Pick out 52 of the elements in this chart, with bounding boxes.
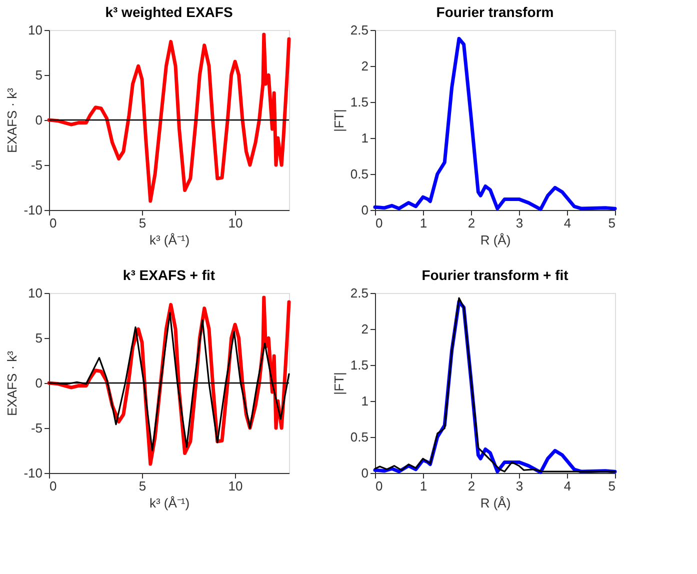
- y-tick-label: 5: [35, 330, 42, 346]
- y-tick-label: 0: [35, 376, 42, 390]
- y-tick-label: 0.5: [350, 166, 368, 182]
- x-tick-label: 5: [138, 478, 146, 494]
- y-tick-label: 2: [361, 322, 368, 336]
- x-tick-label: 1: [420, 216, 428, 230]
- chart-title: k³ EXAFS + fit: [122, 267, 216, 283]
- y-tick-label: -5: [30, 158, 42, 172]
- x-tick-label: 2: [468, 216, 476, 230]
- x-tick-label: 0: [376, 478, 383, 494]
- x-tick-label: 5: [608, 478, 616, 494]
- y-tick-label: 1.5: [350, 358, 368, 372]
- y-axis-title: |FT|: [331, 109, 346, 132]
- x-tick-label: 1: [420, 478, 428, 494]
- chart-title: Fourier transform + fit: [422, 267, 569, 283]
- y-tick-label: 0: [361, 202, 368, 218]
- x-tick-label: 4: [564, 478, 572, 494]
- y-axis-title: |FT|: [331, 372, 346, 395]
- y-tick-label: 1: [361, 130, 368, 146]
- y-tick-label: 0.5: [350, 430, 368, 444]
- y-axis-title: EXAFS · k³: [4, 87, 20, 154]
- y-tick-label: -10: [24, 466, 42, 480]
- y-axis-title: EXAFS · k³: [4, 350, 20, 416]
- x-tick-label: 5: [608, 216, 616, 230]
- x-tick-label: 2: [468, 478, 476, 494]
- y-tick-label: 0: [35, 112, 42, 128]
- x-tick-label: 0: [50, 216, 57, 230]
- x-axis-title: k³ (Å⁻¹): [149, 232, 190, 248]
- y-tick-label: -10: [24, 202, 42, 218]
- x-tick-label: 3: [516, 216, 524, 230]
- y-tick-label: 10: [28, 22, 42, 38]
- y-tick-label: 0: [361, 466, 368, 480]
- x-tick-label: 0: [50, 478, 57, 494]
- x-axis-title: R (Å): [480, 232, 511, 248]
- x-axis-title: k³ (Å⁻¹): [149, 496, 190, 510]
- chart-title: k³ weighted EXAFS: [105, 4, 233, 20]
- x-tick-label: 0: [376, 216, 383, 230]
- chart-title: Fourier transform: [436, 4, 554, 20]
- y-tick-label: 10: [28, 286, 42, 300]
- y-tick-label: -5: [30, 420, 42, 436]
- x-tick-label: 3: [516, 478, 524, 494]
- x-tick-label: 5: [138, 216, 146, 230]
- x-tick-label: 10: [228, 216, 243, 230]
- y-tick-label: 2.5: [350, 286, 368, 300]
- x-tick-label: 4: [564, 216, 572, 230]
- y-tick-label: 1: [361, 394, 368, 408]
- x-tick-label: 10: [228, 478, 243, 494]
- y-tick-label: 1.5: [350, 94, 368, 110]
- x-axis-title: R (Å): [480, 496, 511, 510]
- y-tick-label: 5: [35, 68, 42, 82]
- y-tick-label: 2: [361, 58, 368, 74]
- y-tick-label: 2.5: [350, 22, 368, 38]
